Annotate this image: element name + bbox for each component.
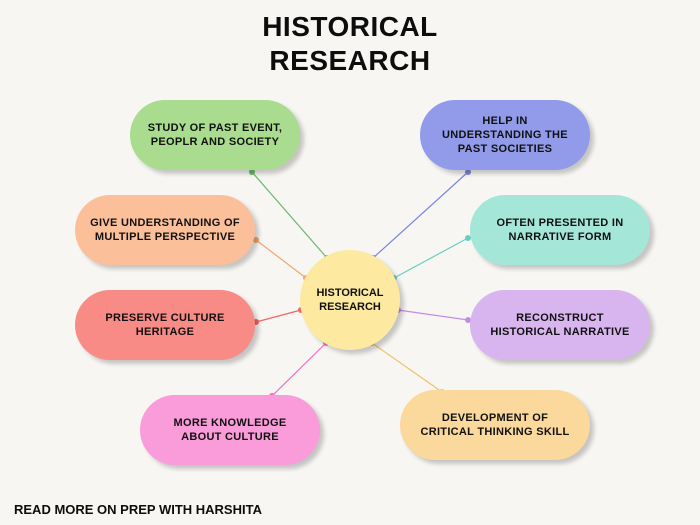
node-label: GIVE UNDERSTANDING OF MULTIPLE PERSPECTI… <box>89 216 241 244</box>
node-label: HELP IN UNDERSTANDING THE PAST SOCIETIES <box>434 114 576 156</box>
title-line-1: HISTORICAL <box>0 10 700 44</box>
title-line-2: RESEARCH <box>0 44 700 78</box>
node-n7: MORE KNOWLEDGE ABOUT CULTURE <box>140 395 320 465</box>
node-label: OFTEN PRESENTED IN NARRATIVE FORM <box>484 216 636 244</box>
node-n8: DEVELOPMENT OF CRITICAL THINKING SKILL <box>400 390 590 460</box>
node-n5: PRESERVE CULTURE HERITAGE <box>75 290 255 360</box>
diagram-stage: HISTORICAL RESEARCH HISTORICAL RESEARCH … <box>0 0 700 525</box>
node-label: PRESERVE CULTURE HERITAGE <box>89 311 241 339</box>
node-label: STUDY OF PAST EVENT, PEOPLR AND SOCIETY <box>144 121 286 149</box>
node-n3: GIVE UNDERSTANDING OF MULTIPLE PERSPECTI… <box>75 195 255 265</box>
node-n6: RECONSTRUCT HISTORICAL NARRATIVE <box>470 290 650 360</box>
hub-node: HISTORICAL RESEARCH <box>300 250 400 350</box>
page-title: HISTORICAL RESEARCH <box>0 10 700 78</box>
node-label: DEVELOPMENT OF CRITICAL THINKING SKILL <box>414 411 576 439</box>
footer-text: READ MORE ON PREP WITH HARSHITA <box>14 502 262 517</box>
node-label: MORE KNOWLEDGE ABOUT CULTURE <box>154 416 306 444</box>
node-n2: HELP IN UNDERSTANDING THE PAST SOCIETIES <box>420 100 590 170</box>
hub-label: HISTORICAL RESEARCH <box>300 286 400 314</box>
node-n4: OFTEN PRESENTED IN NARRATIVE FORM <box>470 195 650 265</box>
node-n1: STUDY OF PAST EVENT, PEOPLR AND SOCIETY <box>130 100 300 170</box>
node-label: RECONSTRUCT HISTORICAL NARRATIVE <box>484 311 636 339</box>
